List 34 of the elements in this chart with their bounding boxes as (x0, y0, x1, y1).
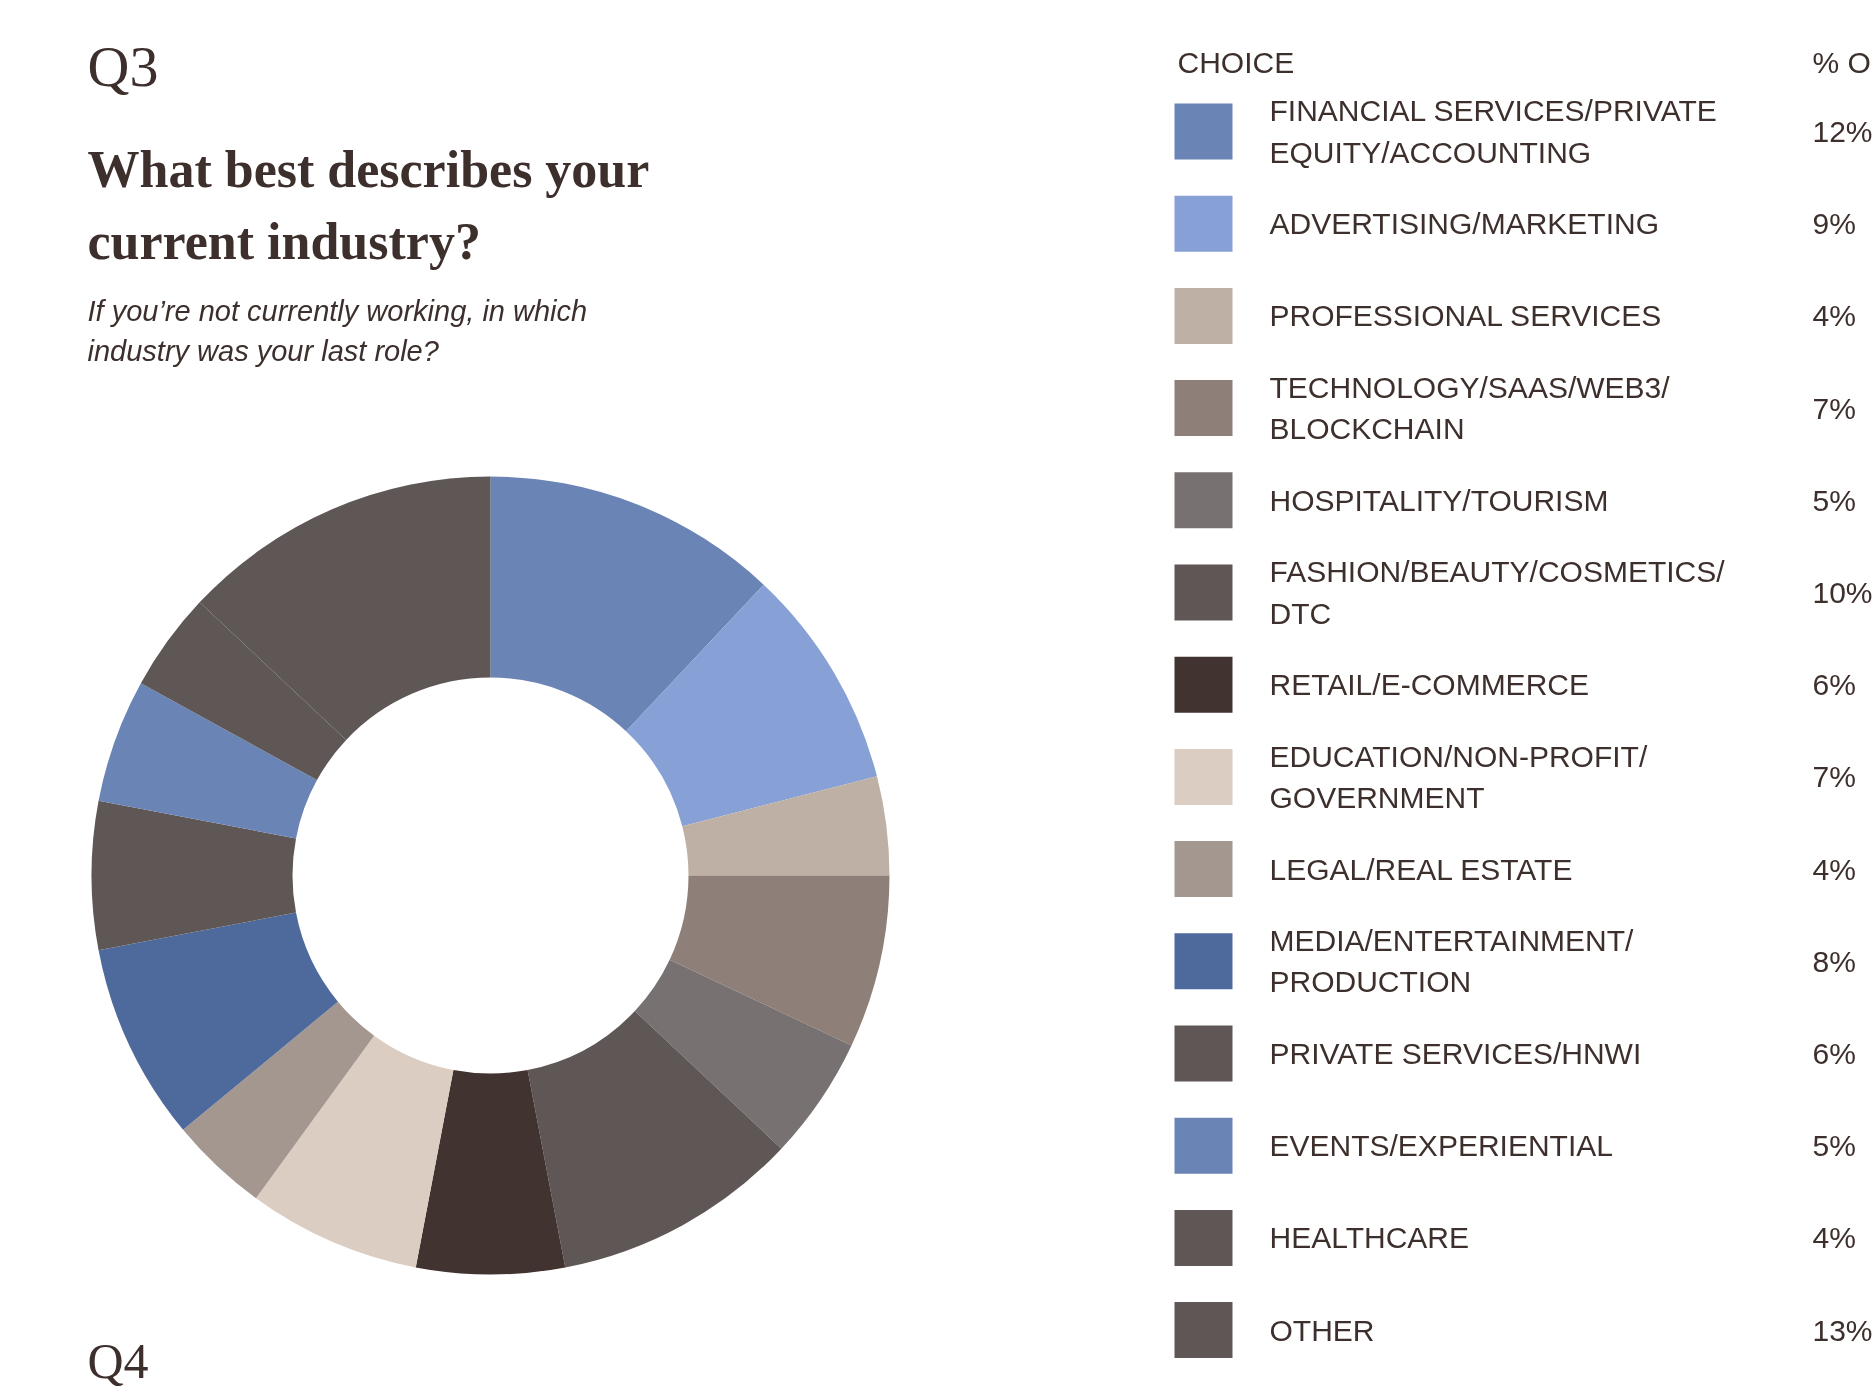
data-label: 5% (1812, 1129, 1856, 1163)
data-label: 9% (1812, 207, 1856, 241)
data-label: 6% (1812, 668, 1856, 702)
legend-label: FINANCIAL SERVICES/PRIVATE EQUITY/ACCOUNTING (1269, 94, 1717, 169)
legend-label: HEALTHCARE (1269, 1221, 1469, 1255)
data-label: 4% (1812, 852, 1856, 886)
text: % O (1812, 46, 1871, 79)
data-label: 4% (1812, 1221, 1856, 1255)
legend-label: LEGAL/REAL ESTATE (1269, 852, 1573, 886)
data-label: 6% (1812, 1037, 1856, 1070)
legend-label: EVENTS/EXPERIENTIAL (1269, 1129, 1613, 1163)
text: If you’re not currently working, in which industry was your last role? (87, 294, 588, 367)
legend-label: MEDIA/ENTERTAINMENT/PRODUCTION (1269, 924, 1635, 999)
legend-label: EDUCATION/NON-PROFIT/GOVERNMENT (1269, 739, 1648, 815)
legend-label: HOSPITALITY/TOURISM (1269, 483, 1609, 517)
legend-label: PRIVATE SERVICES/HNWI (1269, 1037, 1642, 1070)
legend-label: OTHER (1269, 1313, 1375, 1347)
text: What best describes your current industry? (87, 141, 650, 270)
data-label: 10% (1812, 576, 1873, 609)
data-label: 7% (1812, 391, 1856, 425)
text: Q4 (87, 1332, 149, 1387)
legend-title: CHOICE (1177, 46, 1295, 79)
data-label: 12% (1812, 115, 1873, 148)
legend-label: TECHNOLOGY/SAAS/WEB3/BLOCKCHAIN (1269, 370, 1671, 446)
data-label: 13% (1812, 1313, 1873, 1347)
legend-label: PROFESSIONAL SERVICES (1269, 299, 1662, 333)
legend-label: FASHION/BEAUTY/COSMETICS/DTC (1269, 555, 1726, 630)
data-label: 4% (1812, 299, 1856, 333)
text: Q3 (87, 34, 159, 99)
data-label: 8% (1812, 944, 1856, 978)
data-label: 7% (1812, 760, 1856, 794)
legend-label: ADVERTISING/MARKETING (1269, 207, 1660, 241)
data-label: 5% (1812, 483, 1856, 517)
legend-label: RETAIL/E-COMMERCE (1269, 668, 1589, 702)
